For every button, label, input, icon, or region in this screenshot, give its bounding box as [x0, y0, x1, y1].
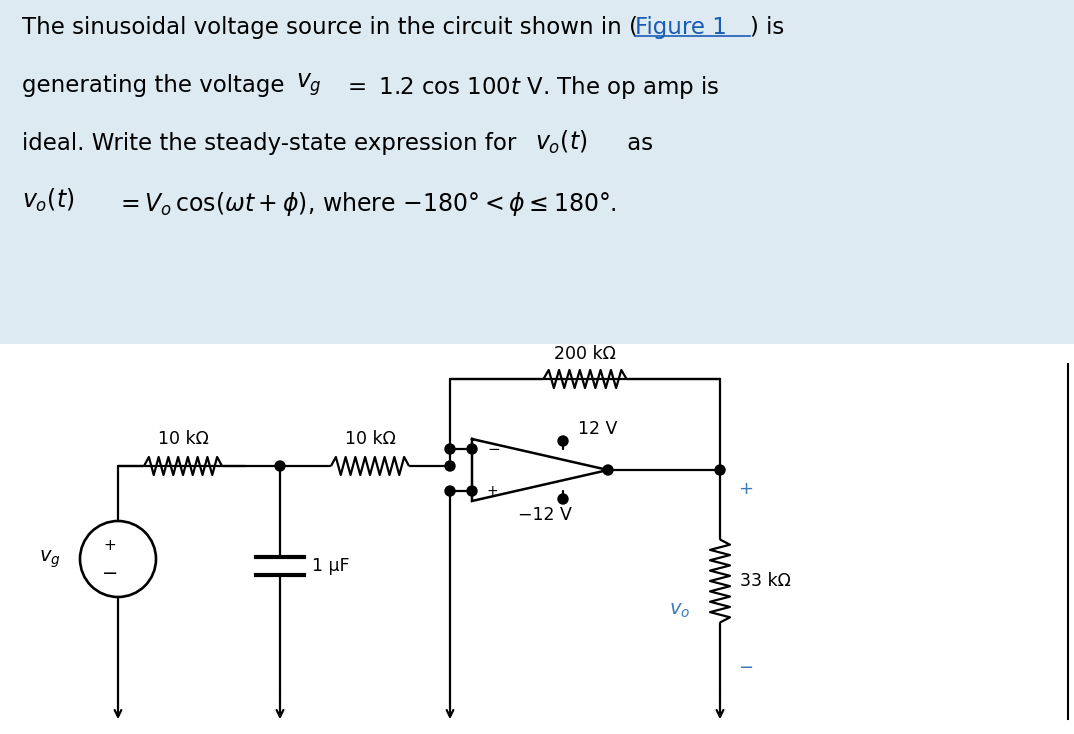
Text: $v_o(t)$: $v_o(t)$ — [535, 129, 587, 156]
Text: −: − — [102, 564, 118, 583]
Text: 33 kΩ: 33 kΩ — [740, 572, 790, 590]
Text: −: − — [487, 441, 499, 457]
Text: $v_g$: $v_g$ — [296, 71, 322, 98]
Text: generating the voltage: generating the voltage — [21, 74, 292, 97]
Polygon shape — [471, 439, 608, 501]
Text: $v_o$: $v_o$ — [669, 601, 690, 620]
Circle shape — [467, 444, 477, 454]
Text: 200 kΩ: 200 kΩ — [554, 345, 615, 363]
Text: The sinusoidal voltage source in the circuit shown in (: The sinusoidal voltage source in the cir… — [21, 16, 638, 39]
Circle shape — [715, 465, 725, 475]
Circle shape — [445, 444, 455, 454]
Text: $= V_o\,\cos(\omega t + \phi)$, where $-180°< \phi \leq 180°$.: $= V_o\,\cos(\omega t + \phi)$, where $-… — [108, 190, 616, 218]
Text: 10 kΩ: 10 kΩ — [158, 430, 208, 448]
Circle shape — [603, 465, 613, 475]
Circle shape — [445, 486, 455, 496]
Text: 12 V: 12 V — [578, 420, 618, 438]
Text: −12 V: −12 V — [518, 506, 571, 524]
Text: +: + — [103, 539, 116, 553]
FancyBboxPatch shape — [0, 0, 1074, 344]
Text: 1 μF: 1 μF — [313, 557, 349, 575]
Text: $v_g$: $v_g$ — [39, 548, 61, 570]
Text: +: + — [738, 480, 753, 498]
Text: −: − — [738, 659, 753, 677]
Text: as: as — [620, 132, 653, 155]
Circle shape — [445, 461, 455, 471]
Circle shape — [467, 486, 477, 496]
Circle shape — [275, 461, 285, 471]
Text: $=$ 1.2 cos 100$t$ V. The op amp is: $=$ 1.2 cos 100$t$ V. The op amp is — [336, 74, 720, 101]
Circle shape — [558, 436, 568, 446]
Text: ideal. Write the steady-state expression for: ideal. Write the steady-state expression… — [21, 132, 524, 155]
Text: $v_o(t)$: $v_o(t)$ — [21, 187, 74, 214]
FancyBboxPatch shape — [0, 344, 1074, 734]
Text: 10 kΩ: 10 kΩ — [345, 430, 395, 448]
Text: +: + — [487, 484, 498, 498]
Circle shape — [558, 494, 568, 504]
Text: Figure 1: Figure 1 — [635, 16, 727, 39]
Text: ) is: ) is — [750, 16, 784, 39]
